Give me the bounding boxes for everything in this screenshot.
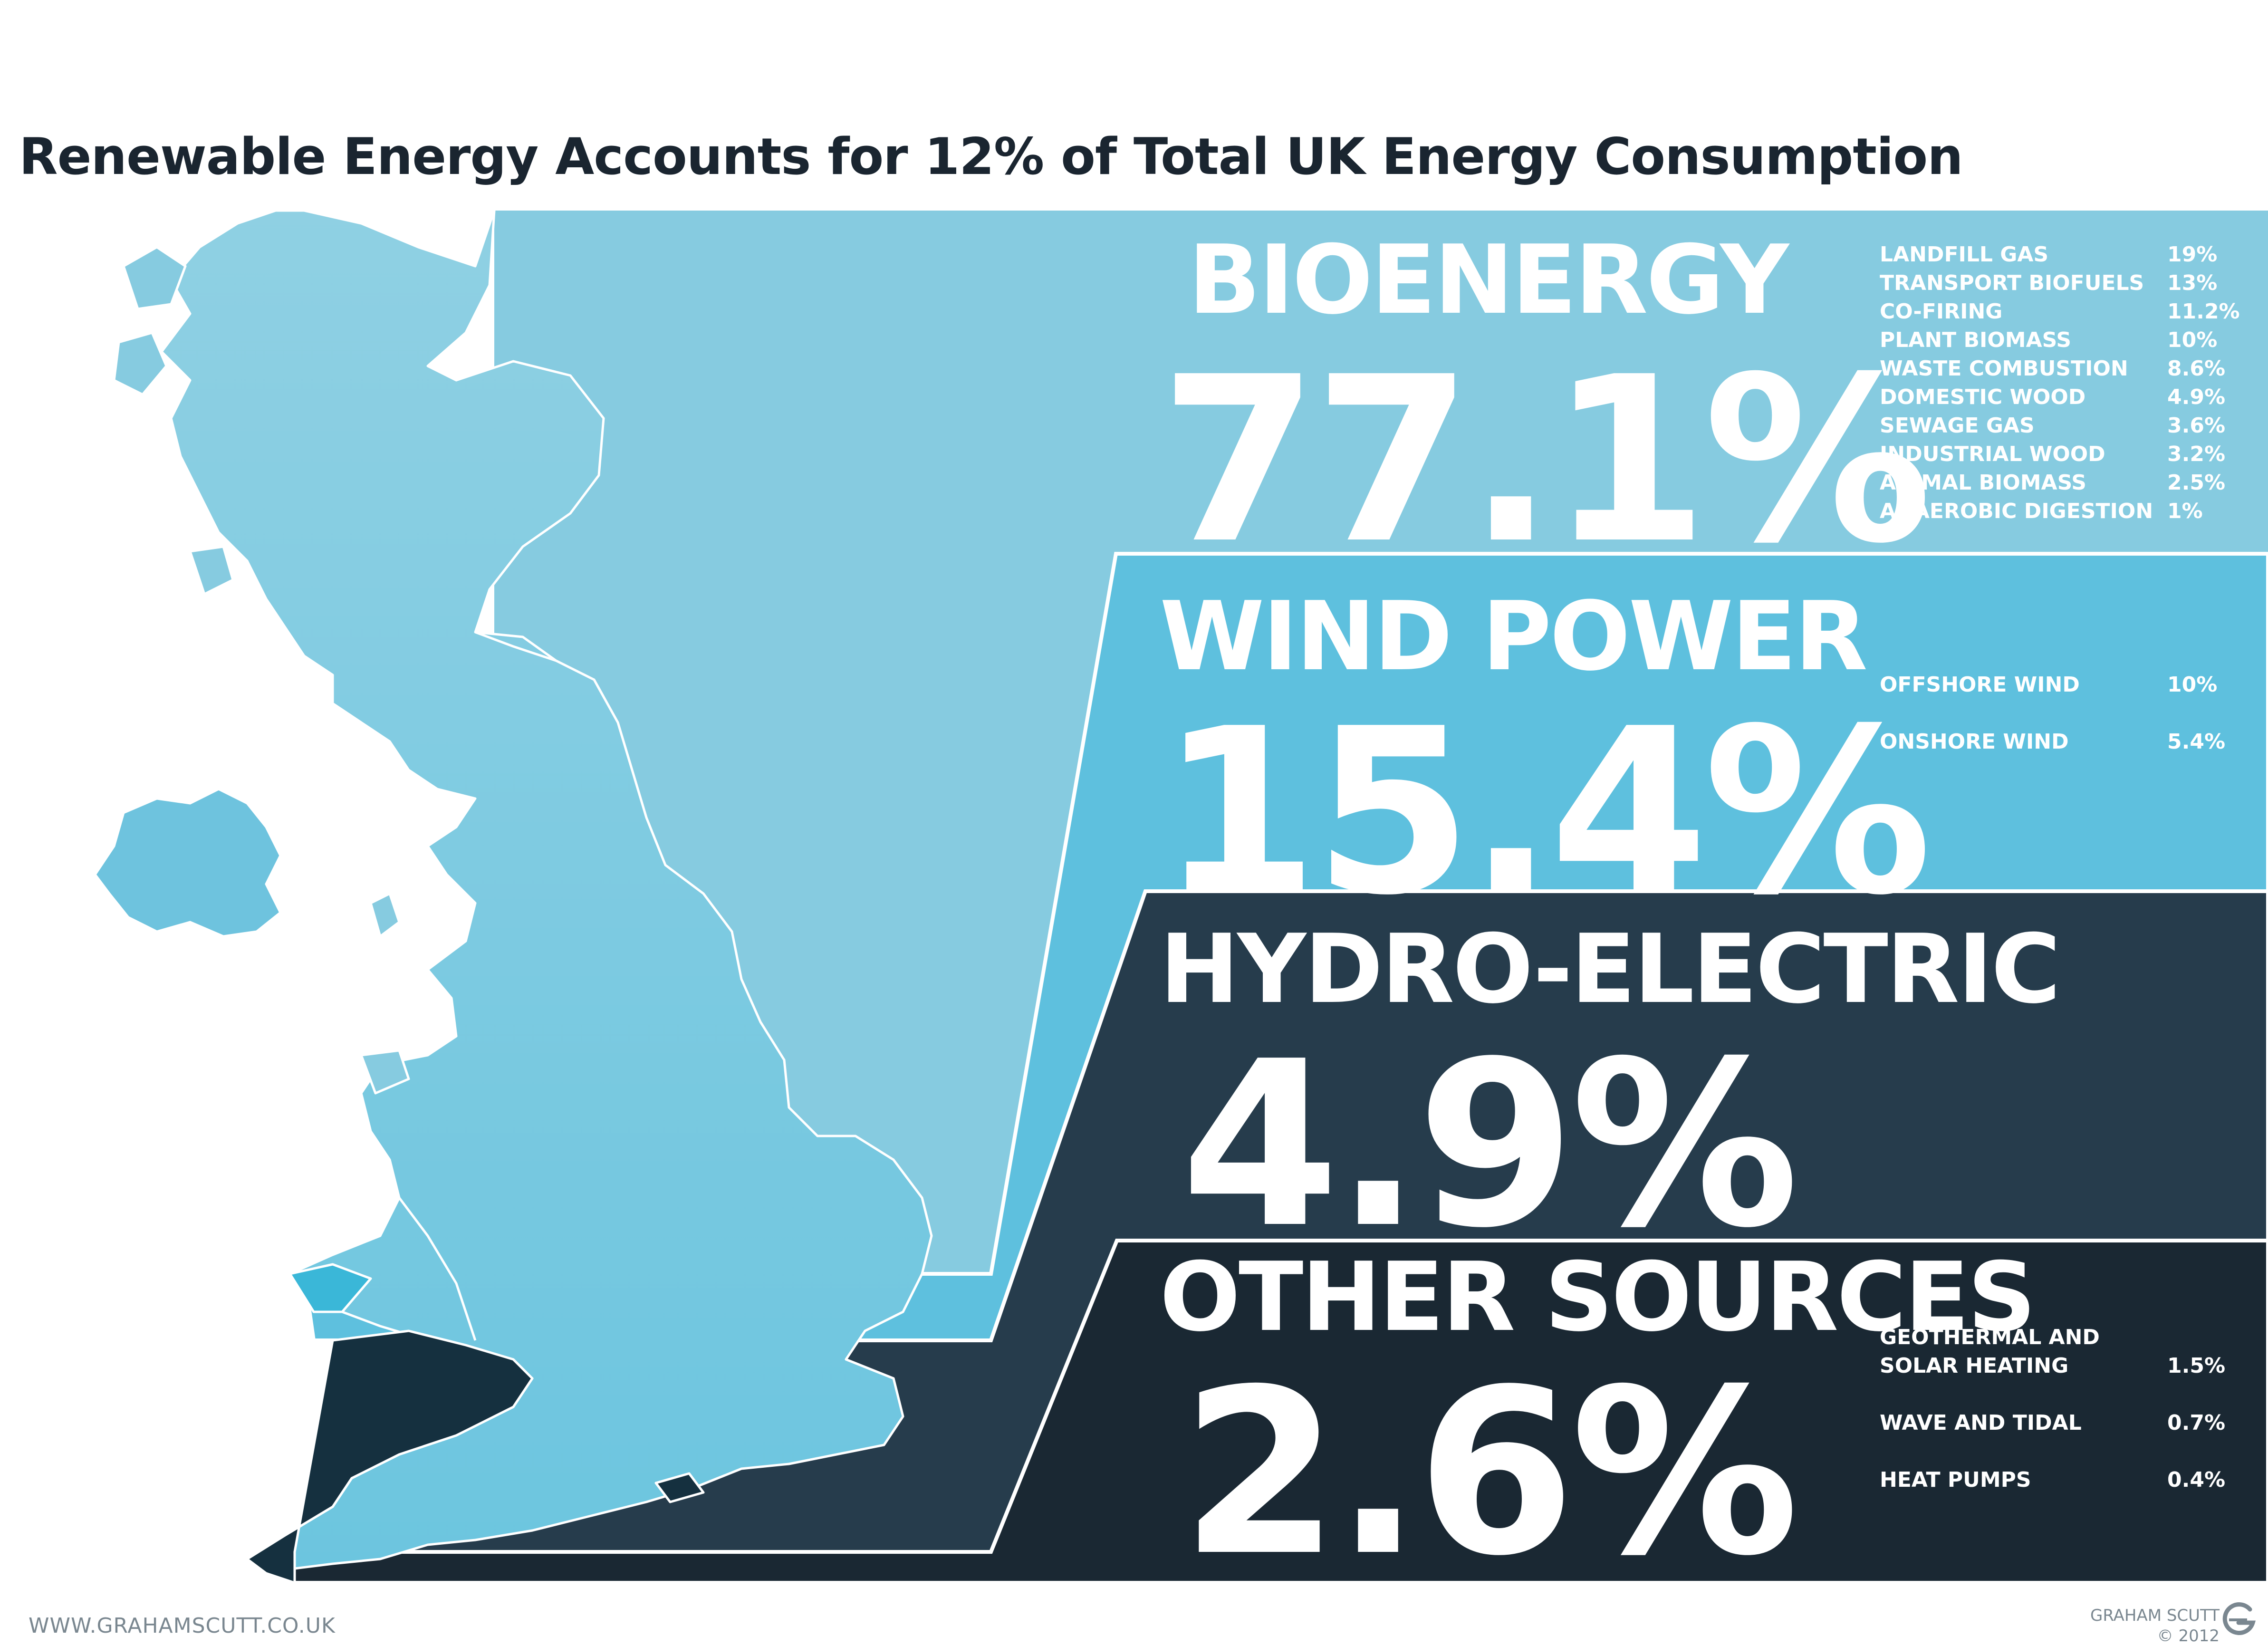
bioenergy-title: BIOENERGY — [1160, 233, 1816, 328]
bioenergy-percent: 77.1% — [1160, 347, 1816, 575]
breakdown-label: PLANT BIOMASS — [1880, 329, 2071, 352]
breakdown-label: WASTE COMBUSTION — [1880, 357, 2128, 380]
breakdown-value: 19% — [2167, 243, 2217, 266]
breakdown-value: 5.4% — [2167, 731, 2225, 753]
scottish-island-2 — [114, 333, 166, 395]
graham-scutt-logo-icon — [2220, 1601, 2258, 1639]
credit-year: © 2012 — [2048, 1626, 2220, 1646]
breakdown-value: 0.4% — [2167, 1469, 2225, 1492]
breakdown-label: GEOTHERMAL AND — [1880, 1326, 2100, 1349]
breakdown-label: CO-FIRING — [1880, 300, 2002, 323]
breakdown-label: INDUSTRIAL WOOD — [1880, 443, 2105, 466]
scottish-island-3 — [190, 547, 233, 594]
breakdown-value: 2.5% — [2167, 472, 2225, 494]
breakdown-value: 10% — [2167, 329, 2217, 352]
breakdown-label: LANDFILL GAS — [1880, 243, 2048, 266]
breakdown-label-line2: SOLAR HEATING — [1880, 1355, 2068, 1377]
breakdown-value: 10% — [2167, 674, 2217, 696]
breakdown-label: ONSHORE WIND — [1880, 731, 2069, 753]
breakdown-value: 4.9% — [2167, 386, 2225, 409]
breakdown-label: HEAT PUMPS — [1880, 1469, 2031, 1492]
breakdown-label: ANAEROBIC DIGESTION — [1880, 500, 2153, 523]
breakdown-value: 3.2% — [2167, 443, 2225, 466]
breakdown-value: 3.6% — [2167, 414, 2225, 437]
breakdown-value: 13% — [2167, 272, 2217, 295]
breakdown-value: 0.7% — [2167, 1412, 2225, 1434]
credit: GRAHAM SCUTT © 2012 — [2048, 1606, 2220, 1646]
breakdown-value: 11.2% — [2167, 300, 2240, 323]
breakdown-label: OFFSHORE WIND — [1880, 674, 2080, 696]
credit-name: GRAHAM SCUTT — [2048, 1606, 2220, 1626]
hydro-title: HYDRO-ELECTRIC — [1160, 922, 1816, 1017]
breakdown-value: 1.5% — [2167, 1355, 2225, 1377]
isle-of-man — [371, 894, 399, 936]
wind-title: WIND POWER — [1160, 589, 1816, 684]
wind-percent: 15.4% — [1160, 699, 1816, 927]
breakdown-label: DOMESTIC WOOD — [1880, 386, 2085, 409]
breakdown-value: 8.6% — [2167, 357, 2225, 380]
other-percent: 2.6% — [1160, 1359, 1816, 1588]
breakdown-label: TRANSPORT BIOFUELS — [1880, 272, 2144, 295]
breakdown-label: ANIMAL BIOMASS — [1880, 472, 2086, 494]
breakdown-label: SEWAGE GAS — [1880, 414, 2035, 437]
hydro-percent: 4.9% — [1160, 1031, 1816, 1260]
footer-url[interactable]: WWW.GRAHAMSCUTT.CO.UK — [29, 1614, 336, 1638]
scottish-island-1 — [124, 247, 185, 309]
breakdown-label: WAVE AND TIDAL — [1880, 1412, 2082, 1434]
other-title: OTHER SOURCES — [1160, 1250, 1816, 1345]
breakdown-value: 1% — [2167, 500, 2203, 523]
